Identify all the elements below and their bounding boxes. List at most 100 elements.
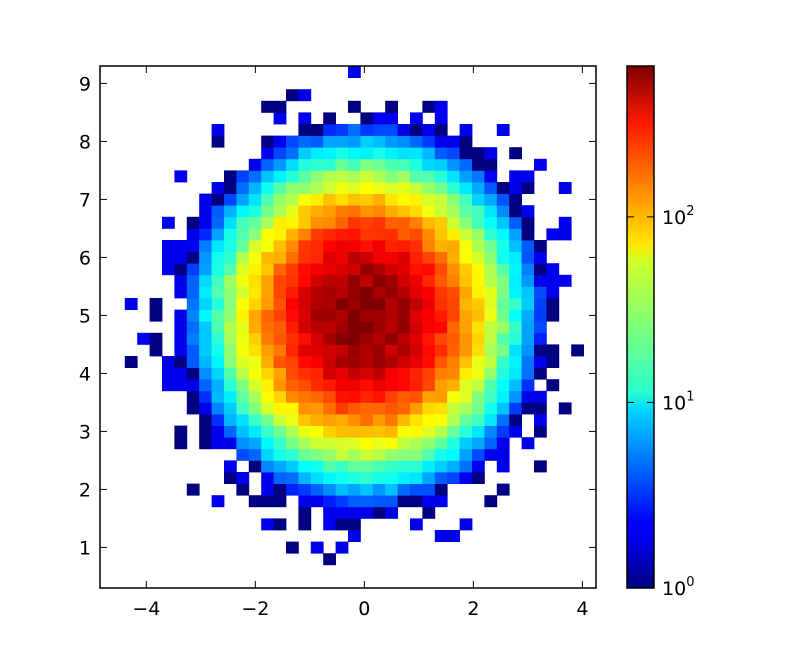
heatmap-cell [360,367,374,380]
heatmap-cell [261,437,274,450]
heatmap-cell [186,286,200,299]
heatmap-cell [484,274,498,287]
heatmap-cell [534,298,547,310]
heatmap-cell [261,100,274,113]
heatmap-cell [174,286,188,299]
heatmap-cell [348,263,361,276]
heatmap-cell [348,425,361,438]
heatmap-cell [410,112,423,125]
heatmap-cell [298,356,312,368]
heatmap-cell [236,472,250,484]
heatmap-cell [509,321,522,334]
heatmap-cell [286,182,299,194]
heatmap-cell [534,356,547,368]
heatmap-cell [310,367,324,380]
heatmap-cell [397,240,411,252]
y-tick-label: 5 [79,305,91,327]
heatmap-cell [459,158,473,171]
heatmap-cell [447,321,460,334]
heatmap-cell [323,240,336,252]
x-tick-label: 4 [576,598,588,620]
heatmap-cell [323,379,336,392]
heatmap-cell [186,483,200,496]
heatmap-cell [310,216,324,229]
heatmap-cell [323,390,336,403]
heatmap-cell [310,286,324,299]
heatmap-cell [335,506,349,519]
heatmap-cell [372,495,386,508]
heatmap-cell [372,158,386,171]
heatmap-cell [397,425,411,438]
heatmap-cell [236,332,250,345]
heatmap-cell [410,425,423,438]
heatmap-cell [174,379,188,392]
heatmap-cell [298,89,312,102]
heatmap-cell [372,263,386,276]
heatmap-cell [273,112,287,125]
heatmap-cell [434,170,448,183]
heatmap-cell [372,425,386,438]
heatmap-cell [484,332,498,345]
heatmap-cell [360,147,374,160]
heatmap-cell [323,251,336,264]
heatmap-cell [385,356,398,368]
heatmap-cell [509,402,522,415]
heatmap-cell [248,367,262,380]
heatmap-cell [224,251,237,264]
heatmap-cell [360,205,374,218]
heatmap-cell [459,274,473,287]
heatmap-cell [484,147,498,160]
heatmap-cell [459,472,473,484]
heatmap-cell [124,298,138,310]
heatmap-cell [410,483,423,496]
heatmap-cell [472,367,485,380]
heatmap-cell [422,274,436,287]
heatmap-cell [558,228,572,241]
heatmap-cell [496,332,510,345]
heatmap-cell [286,205,299,218]
heatmap-cell [199,402,212,415]
heatmap-cell [397,147,411,160]
heatmap-cell [434,182,448,194]
heatmap-cell [484,298,498,310]
heatmap-cell [211,495,225,508]
heatmap-cell [224,321,237,334]
heatmap-cell [162,356,175,368]
heatmap-cell [310,472,324,484]
heatmap-cell [286,251,299,264]
heatmap-cell [385,483,398,496]
heatmap-cell [335,274,349,287]
colorbar-tick-label: 102 [662,204,694,229]
heatmap-cell [472,240,485,252]
heatmap-cell [236,414,250,426]
heatmap-cell [286,390,299,403]
heatmap-cell [397,448,411,461]
heatmap-cell [434,437,448,450]
heatmap-cell [298,344,312,357]
heatmap-cell [286,402,299,415]
heatmap-cell [546,274,560,287]
plot-frame [99,65,597,589]
heatmap-cell [224,216,237,229]
heatmap-cell [422,147,436,160]
heatmap-cell [310,448,324,461]
colorbar [626,65,655,589]
heatmap-cell [496,124,510,136]
heatmap-cell [348,193,361,206]
heatmap-cell [348,158,361,171]
heatmap-cell [360,460,374,473]
heatmap-cell [385,193,398,206]
heatmap-cell [360,193,374,206]
heatmap-cell [434,216,448,229]
heatmap-cell [484,193,498,206]
heatmap-cell [385,448,398,461]
heatmap-cell [385,251,398,264]
heatmap-cell [286,460,299,473]
heatmap-cell [360,448,374,461]
heatmap-cell [236,251,250,264]
heatmap-cell [261,240,274,252]
heatmap-cell [434,495,448,508]
heatmap-cell [236,425,250,438]
heatmap-cell [273,170,287,183]
heatmap-cell [509,309,522,322]
